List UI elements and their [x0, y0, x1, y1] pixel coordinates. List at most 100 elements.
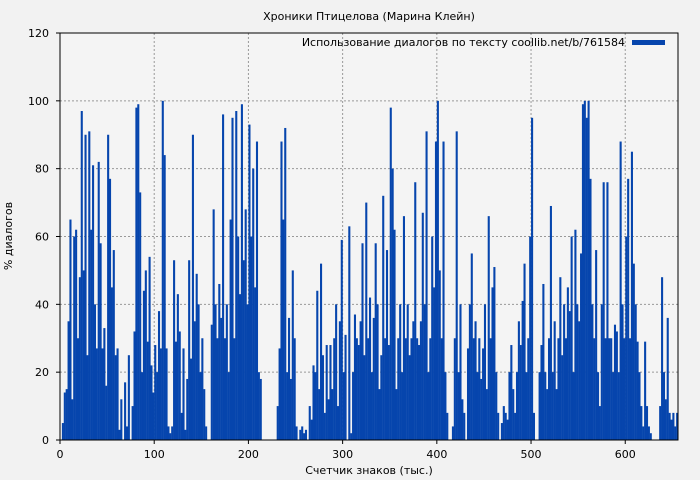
y-tick-label: 80	[35, 163, 49, 176]
bar	[472, 338, 475, 440]
bar	[254, 287, 257, 440]
bar	[238, 294, 242, 440]
bar	[532, 412, 536, 440]
bar	[304, 429, 308, 440]
bar	[670, 419, 673, 440]
bar	[93, 304, 96, 440]
bar	[246, 304, 249, 440]
bar	[335, 304, 338, 440]
bar	[367, 338, 370, 440]
bar	[442, 141, 445, 441]
bar	[538, 372, 541, 440]
bar	[468, 304, 471, 440]
bar	[363, 355, 366, 440]
bar	[287, 317, 291, 440]
bar	[190, 358, 193, 440]
bar	[199, 372, 202, 440]
bar	[527, 338, 530, 440]
bar	[318, 389, 321, 440]
bar	[461, 399, 464, 440]
bar	[482, 348, 485, 440]
bar	[385, 250, 389, 440]
bar	[157, 311, 161, 440]
x-tick-label: 600	[615, 448, 636, 461]
bar	[402, 216, 405, 440]
bar	[116, 348, 119, 440]
bar	[391, 168, 394, 440]
bar	[112, 250, 115, 440]
bar	[369, 297, 372, 440]
bar	[250, 236, 253, 440]
bar	[634, 304, 637, 440]
bar	[152, 392, 155, 440]
bar	[350, 433, 353, 440]
bar	[517, 321, 520, 440]
chart-title: Хроники Птицелова (Марина Клейн)	[263, 10, 475, 23]
bar	[278, 348, 281, 440]
bar	[114, 355, 117, 440]
bar	[286, 372, 289, 440]
bar	[640, 406, 643, 440]
bar	[336, 406, 340, 440]
bar	[90, 229, 93, 440]
bar	[510, 345, 513, 440]
bar	[69, 219, 72, 440]
bar	[73, 236, 76, 440]
bar	[310, 419, 313, 440]
bar	[295, 426, 298, 440]
bar	[417, 345, 421, 440]
bar	[470, 253, 473, 440]
bar	[105, 385, 108, 440]
bar	[595, 250, 598, 440]
bar	[101, 348, 104, 440]
bar	[440, 338, 443, 440]
bar	[316, 290, 319, 440]
bar	[387, 345, 390, 440]
bar	[161, 100, 164, 440]
bar	[63, 392, 66, 440]
bar	[359, 321, 362, 440]
bar	[156, 372, 159, 440]
bar	[570, 236, 573, 440]
bar	[195, 273, 198, 440]
bar	[71, 399, 74, 440]
bar	[457, 372, 460, 440]
bar	[227, 372, 230, 440]
bar	[135, 107, 138, 440]
bar	[220, 317, 223, 440]
bar	[508, 372, 511, 440]
bar	[92, 165, 95, 440]
bar	[178, 331, 181, 440]
bar	[107, 134, 110, 440]
bar	[629, 338, 632, 440]
bar	[242, 260, 245, 440]
bar	[453, 338, 456, 440]
bar	[327, 399, 330, 440]
bar	[632, 263, 635, 440]
bar	[67, 321, 70, 440]
y-tick-label: 0	[42, 434, 49, 447]
bar	[142, 290, 145, 440]
bar	[231, 117, 234, 441]
bar	[580, 253, 583, 440]
bar	[636, 341, 639, 440]
y-tick-label: 60	[35, 231, 49, 244]
bar	[615, 331, 618, 440]
bar	[389, 107, 392, 440]
bar	[197, 304, 200, 440]
bar	[397, 338, 400, 440]
bar	[131, 406, 134, 440]
bar	[384, 338, 387, 440]
bar	[621, 304, 624, 440]
bar	[201, 338, 204, 440]
bar	[173, 260, 176, 440]
bar	[401, 372, 404, 440]
bar	[610, 338, 613, 440]
bar	[216, 338, 219, 440]
bar	[291, 270, 294, 440]
bar	[589, 178, 592, 440]
bar	[591, 304, 594, 440]
bar	[169, 433, 172, 440]
bar	[446, 412, 449, 440]
bar	[303, 433, 306, 440]
